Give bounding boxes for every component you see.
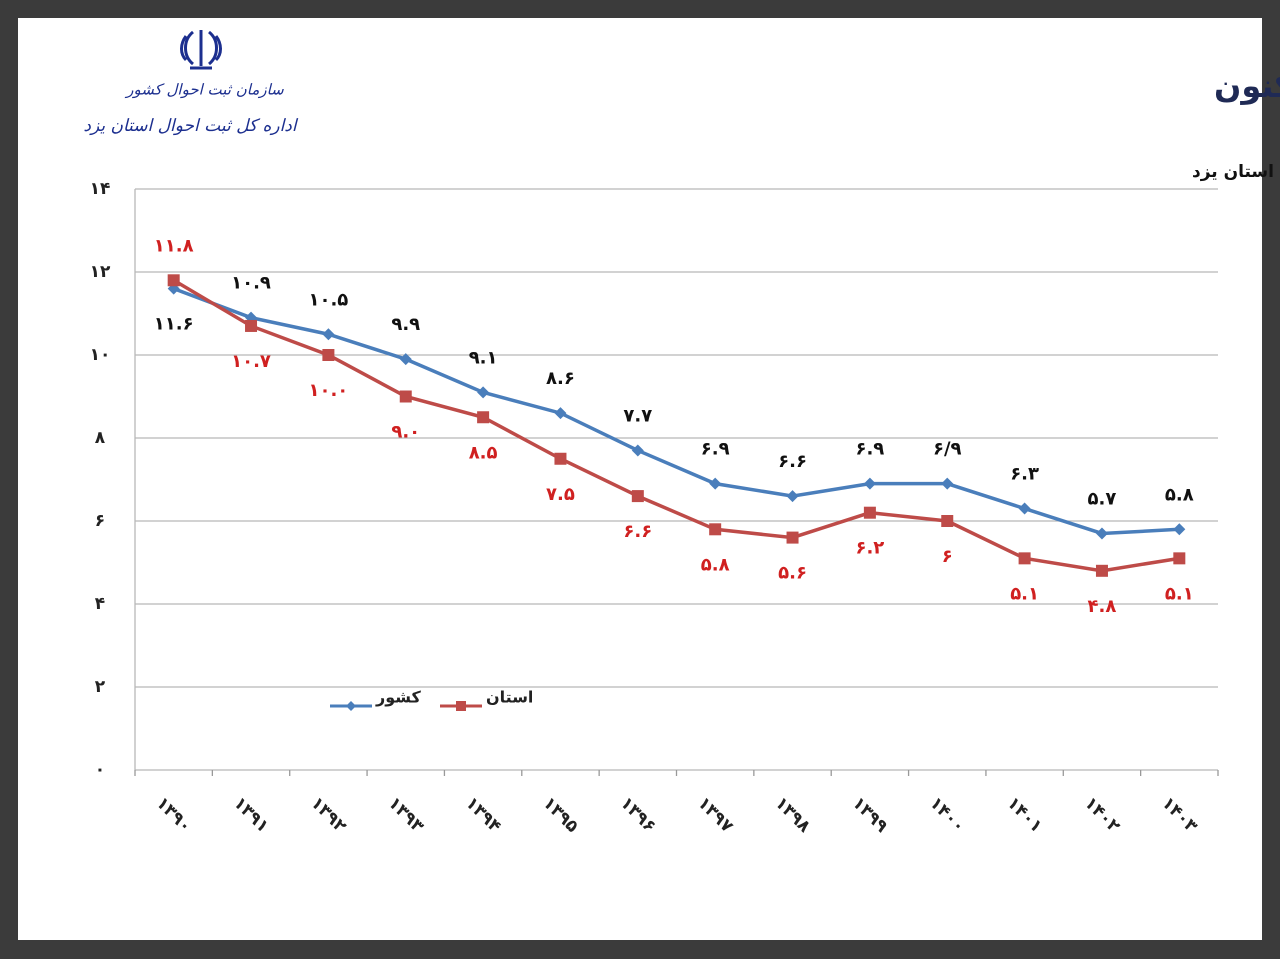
data-label: ۷.۵: [546, 484, 575, 505]
point: [1095, 527, 1108, 540]
data-label: ۶/۹: [933, 439, 962, 460]
point: [554, 452, 567, 465]
point: [1173, 523, 1186, 536]
point: [709, 477, 722, 490]
point: [786, 531, 799, 544]
point: [1095, 564, 1108, 577]
data-label: ۱۰.۷: [231, 351, 271, 372]
data-label: ۱۰.۰: [308, 380, 348, 401]
point: [1018, 502, 1031, 515]
legend-marker: [456, 701, 466, 711]
y-tick-label: ۲: [95, 677, 106, 697]
data-label: ۶.۶: [623, 521, 652, 542]
data-label: ۸.۶: [546, 368, 575, 389]
legend-marker: [346, 701, 356, 711]
point: [863, 506, 876, 519]
data-label: ۹.۱: [469, 347, 498, 368]
point: [631, 490, 644, 503]
data-label: ۱۱.۶: [154, 314, 194, 335]
y-tick-label: ۸: [95, 428, 106, 448]
point: [786, 490, 799, 503]
legend-label: استان: [486, 688, 533, 707]
data-label: ۵.۸: [701, 554, 730, 575]
point: [322, 328, 335, 341]
data-label: ۸.۵: [469, 442, 498, 463]
point: [322, 349, 335, 361]
data-label: ۵.۱: [1165, 583, 1194, 604]
data-label: ۴.۸: [1088, 596, 1117, 617]
data-label: ۷.۷: [623, 405, 652, 426]
data-label: ۱۰.۹: [231, 273, 271, 294]
y-tick-label: ۱۲: [90, 262, 111, 282]
point: [631, 444, 644, 457]
legend-label: کشور: [375, 688, 422, 707]
point: [245, 319, 258, 332]
logo-line: اداره کل ثبت احوال استان یزد: [83, 116, 298, 136]
point: [477, 386, 490, 399]
data-label: ۶.۶: [778, 451, 807, 472]
data-label: ۶.۹: [855, 439, 884, 460]
y-tick-label: ۱۰: [90, 345, 111, 365]
chart-title: روند میزان عمومی ازدواج در استان و کشور …: [1214, 67, 1280, 105]
data-label: ۶.۹: [701, 439, 730, 460]
data-label: ۵.۶: [778, 563, 807, 584]
series-line: [172, 278, 1180, 573]
emblem: [180, 30, 222, 70]
point: [399, 390, 412, 403]
point: [399, 353, 412, 366]
point: [477, 411, 490, 424]
y-tick-label: ۶: [95, 511, 105, 531]
y-tick-label: ۱۴: [90, 179, 111, 199]
data-label: ۹.۰: [391, 422, 420, 443]
data-label: ۶.۳: [1010, 464, 1039, 485]
point: [709, 523, 722, 536]
data-label: ۹.۹: [391, 314, 420, 335]
y-tick-label: ۴: [95, 594, 105, 614]
series-line: [173, 286, 1180, 536]
point: [941, 477, 954, 490]
point: [863, 477, 876, 490]
data-label: ۱۰.۵: [308, 289, 348, 310]
point: [1018, 552, 1031, 565]
point: [554, 407, 567, 420]
data-label: ۶.۲: [855, 538, 884, 559]
point: [941, 515, 954, 527]
data-label: ۵.۷: [1088, 488, 1117, 509]
point: [1173, 552, 1186, 565]
data-label: ۱۱.۸: [154, 235, 194, 256]
y-tick-label: ۰: [95, 760, 105, 780]
data-label: ۵.۸: [1165, 484, 1194, 505]
chart-subtitle: منبع : مرکز رصد جمعیت اداره کل ثبت احوال…: [1192, 162, 1280, 182]
point: [167, 274, 180, 287]
data-label: ۶: [942, 546, 953, 567]
slide: [18, 18, 1262, 940]
logo-line: سازمان ثبت احوال کشور: [124, 81, 284, 99]
data-label: ۵.۱: [1010, 583, 1039, 604]
